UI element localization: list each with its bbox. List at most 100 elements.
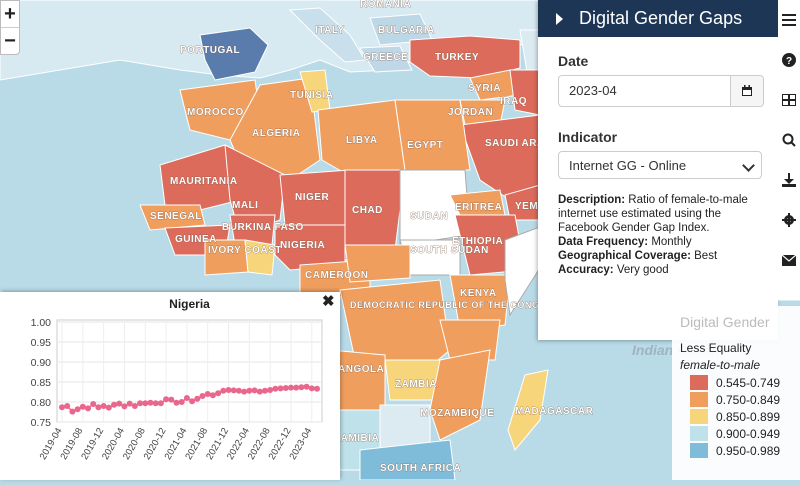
data-point [204, 391, 211, 397]
data-point [100, 403, 107, 409]
settings-icon [782, 213, 796, 227]
accuracy-value: Very good [616, 264, 669, 276]
description-key: Description: [558, 194, 626, 206]
label-jordan: JORDAN [448, 107, 493, 118]
data-point [246, 387, 253, 394]
data-point [261, 387, 268, 394]
calendar-icon [742, 85, 752, 96]
data-point [147, 399, 154, 406]
data-point [111, 401, 118, 408]
label-madagascar: MADAGASCAR [515, 406, 594, 417]
legend-swatch [690, 409, 708, 424]
data-point [256, 388, 263, 395]
chevron-down-icon [742, 159, 755, 172]
zoom-control: + − [0, 0, 20, 55]
mail-icon [782, 254, 796, 266]
data-point [168, 396, 175, 403]
table-icon [782, 94, 796, 106]
country-chart-popup: ✖ Nigeria 0.75 0.80 0.85 0.90 0.95 1.00 2019-04… [0, 292, 340, 480]
y-tick-label: 0.75 [31, 417, 52, 429]
indicator-select[interactable]: Internet GG - Online [558, 151, 762, 179]
mail-button[interactable] [778, 240, 800, 280]
data-point [314, 385, 320, 392]
date-picker[interactable]: 2023-04 [558, 75, 764, 107]
legend-label: 0.545-0.749 [716, 375, 781, 390]
tanzania-shape[interactable] [439, 319, 501, 361]
south-africa-shape[interactable] [359, 439, 456, 480]
download-button[interactable] [778, 160, 800, 200]
legend-subtitle-2: female-to-male [680, 358, 761, 372]
label-mozambique: MOZAMBIQUE [420, 408, 494, 419]
table-button[interactable] [778, 80, 800, 120]
legend-row: 0.545-0.749 [690, 374, 800, 391]
date-input[interactable]: 2023-04 [569, 83, 617, 98]
data-point [267, 387, 274, 393]
ghana-shape[interactable] [244, 239, 276, 276]
madagascar-shape[interactable] [507, 369, 549, 451]
car-shape[interactable] [344, 244, 411, 283]
map-legend: Digital Gender Less Equality female-to-m… [672, 306, 800, 480]
data-point [251, 387, 258, 394]
iraq-shape[interactable] [509, 69, 541, 116]
data-point [90, 401, 97, 407]
label-iraq: IRAQ [500, 96, 527, 107]
y-tick-label: 1.00 [31, 317, 52, 329]
close-icon[interactable]: ✖ [322, 293, 335, 310]
menu-icon [782, 14, 796, 26]
legend-label: 0.950-0.989 [716, 443, 781, 458]
data-point [220, 387, 227, 394]
egypt-shape[interactable] [394, 99, 471, 171]
panel-header[interactable]: Digital Gender Gaps [538, 0, 778, 37]
data-point [126, 400, 133, 407]
indicator-value: Internet GG - Online [569, 158, 687, 173]
search-button[interactable] [778, 120, 800, 160]
data-point [137, 400, 144, 407]
legend-row: 0.850-0.899 [690, 408, 800, 425]
senegal-shape[interactable] [139, 204, 206, 231]
menu-button[interactable] [778, 0, 800, 40]
mauritania-shape[interactable] [159, 144, 241, 211]
label-egypt: EGYPT [407, 140, 443, 151]
label-senegal: SENEGAL [150, 211, 202, 222]
greece-shape[interactable] [359, 45, 413, 73]
label-zambia: ZAMBIA [395, 379, 437, 390]
data-point [74, 406, 81, 413]
label-yemen: YEMEN [515, 201, 553, 212]
data-point [287, 384, 294, 391]
data-point [199, 393, 206, 399]
kenya-shape[interactable] [449, 274, 511, 331]
label-portugal: PORTUGAL [180, 45, 240, 56]
data-point [79, 403, 86, 410]
coverage-key: Geographical Coverage: [558, 250, 691, 262]
data-point [64, 403, 71, 409]
settings-button[interactable] [778, 200, 800, 240]
legend-row: 0.750-0.849 [690, 391, 800, 408]
data-point [293, 384, 300, 391]
label-ivory-coast: IVORY COAST [208, 245, 282, 256]
frequency-key: Data Frequency: [558, 236, 649, 248]
svg-text:?: ? [786, 56, 792, 67]
legend-label: 0.900-0.949 [716, 426, 781, 441]
chart-title: Nigeria [169, 297, 210, 311]
italy-shape[interactable] [288, 7, 366, 63]
label-ethiopia: ETHIOPIA [452, 236, 503, 247]
help-button[interactable]: ? [778, 40, 800, 80]
collapse-caret-icon[interactable] [556, 12, 563, 25]
data-point [121, 403, 128, 410]
label-italy: ITALY [315, 25, 345, 36]
label-bulgaria: BULGARIA [378, 25, 435, 36]
label-chad: CHAD [352, 205, 383, 216]
portugal-shape[interactable] [199, 27, 269, 81]
data-point [194, 395, 201, 402]
data-point [183, 395, 190, 401]
data-point [131, 403, 138, 409]
indicator-description: Description: Ratio of female-to-male int… [558, 193, 758, 277]
calendar-button[interactable] [730, 76, 763, 106]
data-point [298, 384, 305, 391]
data-point [95, 404, 102, 411]
zoom-out-button[interactable]: − [4, 30, 16, 52]
label-saudi: SAUDI ARABIA [485, 138, 563, 149]
zoom-in-button[interactable]: + [1, 1, 19, 28]
label-libya: LIBYA [346, 135, 378, 146]
mozambique-shape[interactable] [429, 349, 491, 441]
